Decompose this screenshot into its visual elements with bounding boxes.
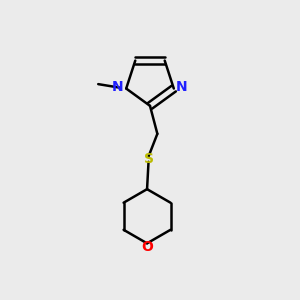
Text: O: O: [141, 240, 153, 254]
Text: N: N: [112, 80, 124, 94]
Text: S: S: [143, 152, 154, 166]
Text: N: N: [176, 80, 188, 94]
